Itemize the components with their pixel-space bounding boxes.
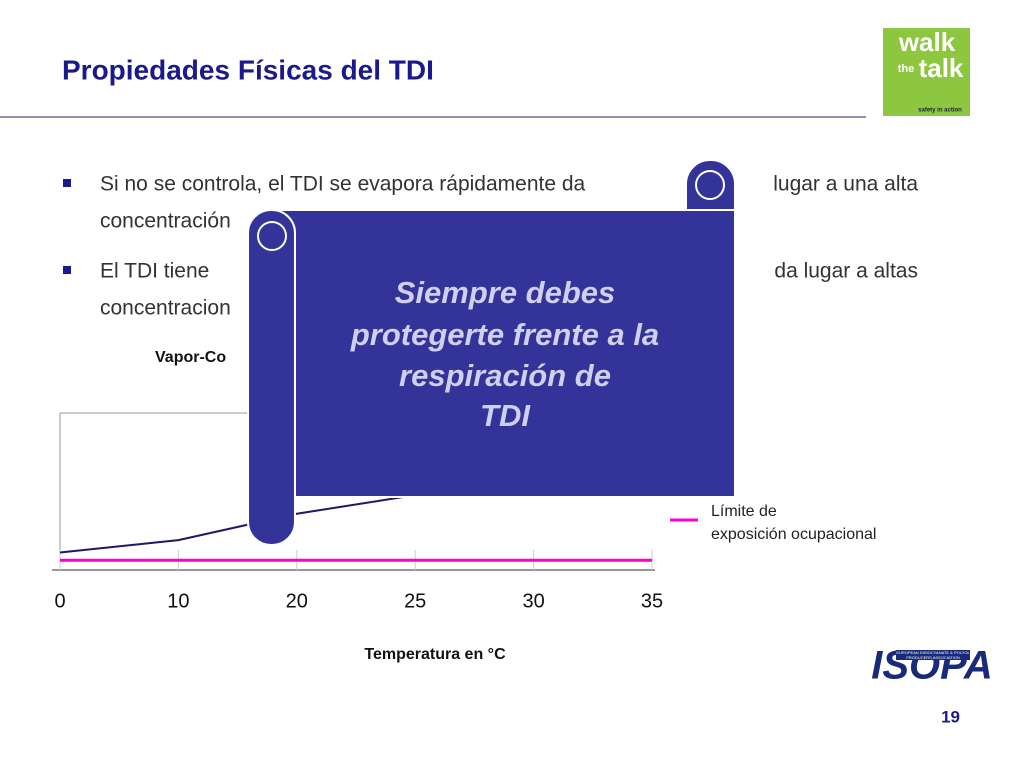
- bullet-text: lugar a una alta: [773, 173, 918, 196]
- x-axis-label: Temperatura en °C: [364, 646, 506, 663]
- scroll-body: [269, 209, 736, 498]
- bullet-text: Si no se controla, el TDI se evapora ráp…: [100, 173, 586, 196]
- bullet-text: concentración: [100, 210, 231, 233]
- logo-box: [883, 28, 970, 116]
- x-tick-label: 0: [54, 590, 65, 612]
- scroll-curl: [695, 170, 725, 200]
- bullet: [63, 266, 71, 274]
- bullet-text: concentracion: [100, 297, 231, 320]
- scroll-text: protegerte frente a la: [350, 317, 659, 352]
- x-tick-label: 30: [522, 590, 544, 612]
- title: Propiedades Físicas del TDI: [62, 54, 434, 85]
- isopa-caption-box: EUROPEAN DIISOCYANATE & POLYOL PRODUCERS…: [896, 650, 970, 660]
- logo-tagline: safety in action: [918, 108, 962, 114]
- logo-text: talk: [919, 53, 964, 83]
- bullet: [63, 179, 71, 187]
- x-tick-label: 20: [286, 590, 308, 612]
- page-number: 19: [941, 707, 960, 726]
- x-tick-label: 35: [641, 590, 663, 612]
- logo-text: walk: [898, 27, 956, 57]
- scroll-curl: [257, 221, 287, 251]
- scroll-text: TDI: [480, 398, 531, 433]
- chart-title: Vapor-Co: [155, 349, 226, 366]
- scroll-roll: [247, 209, 296, 546]
- scroll-banner: Siempre debes protegerte frente a la res…: [247, 159, 736, 546]
- x-tick-label: 25: [404, 590, 426, 612]
- legend-label: Límite de exposición ocupacional: [711, 503, 877, 543]
- isopa-caption: EUROPEAN DIISOCYANATE & POLYOL PRODUCERS…: [896, 650, 970, 660]
- bullet-text: da lugar a altas: [774, 260, 918, 283]
- logo-text: the: [898, 63, 915, 75]
- series-line: [59, 494, 416, 554]
- scroll-text: Siempre debes: [395, 275, 616, 310]
- scroll-text: respiración de: [399, 358, 611, 393]
- bullet-text: El TDI tiene: [100, 260, 209, 283]
- x-tick-label: 10: [167, 590, 189, 612]
- chart: Vapor-Co Temperatura en °C 0 10 20 25 30 35: [52, 349, 698, 663]
